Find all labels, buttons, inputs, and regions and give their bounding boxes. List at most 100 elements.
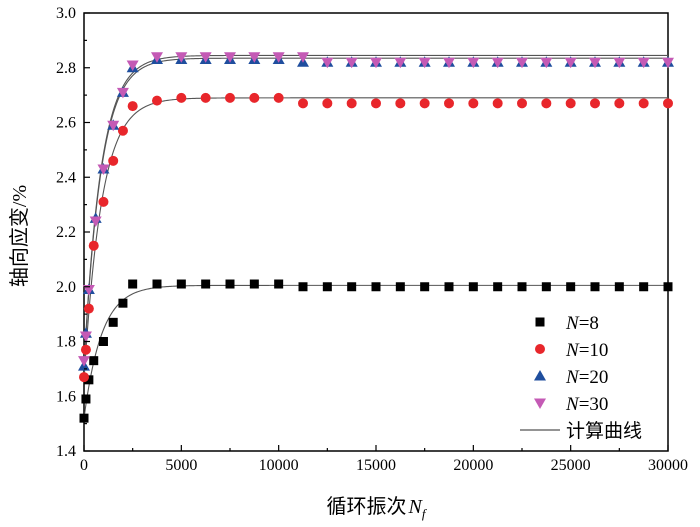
data-point-triangle-down xyxy=(78,356,90,367)
data-point-circle xyxy=(468,98,479,109)
data-point-circle xyxy=(419,98,430,109)
data-point-circle xyxy=(83,303,94,314)
y-axis: 1.4 1.6 1.8 2.0 2.2 2.4 2.6 2.8 3.0 xyxy=(56,5,90,460)
data-point-square xyxy=(468,282,478,292)
data-point-circle xyxy=(517,98,527,109)
data-point-triangle-down xyxy=(345,57,358,69)
data-point-triangle-down xyxy=(297,52,309,63)
x-axis: 0 5000 10000 15000 20000 25000 30000 xyxy=(80,445,688,474)
data-point-circle xyxy=(273,92,284,103)
data-point-square xyxy=(566,282,576,292)
data-point-circle xyxy=(663,98,673,109)
data-point-triangle-down xyxy=(540,57,553,69)
x-tick-label: 15000 xyxy=(356,457,396,474)
data-point-triangle-down xyxy=(443,57,455,69)
legend-label-variable: N xyxy=(565,313,580,334)
data-point-triangle-down xyxy=(516,57,528,69)
x-axis-title-text: 循环振次 xyxy=(327,495,407,518)
data-point-square xyxy=(614,282,624,292)
data-point-circle xyxy=(152,95,162,106)
legend-label-value: =20 xyxy=(579,367,609,388)
data-point-triangle-down xyxy=(248,52,261,63)
data-point-circle xyxy=(298,98,308,109)
y-tick-label: 1.4 xyxy=(56,443,76,460)
data-point-circle xyxy=(444,98,454,109)
y-tick-label: 3.0 xyxy=(56,5,76,22)
legend-label-value: =10 xyxy=(579,340,609,361)
data-point-circle xyxy=(98,196,109,207)
data-point-square xyxy=(663,282,673,292)
data-point-circle xyxy=(395,98,406,109)
data-point-triangle-down xyxy=(272,52,285,63)
data-point-triangle-down xyxy=(418,57,431,69)
data-point-circle xyxy=(225,92,235,103)
x-tick-label: 20000 xyxy=(453,457,493,474)
x-axis-title-symbol: N xyxy=(408,496,424,518)
data-point-square xyxy=(444,282,454,292)
data-point-square xyxy=(118,298,128,308)
legend-label-variable: N xyxy=(565,367,580,388)
data-point-circle xyxy=(79,372,89,383)
legend-marker-triangle-up xyxy=(534,370,546,381)
data-point-triangle-down xyxy=(97,164,110,176)
data-point-square xyxy=(371,282,381,292)
legend-label: N=30 xyxy=(565,394,608,415)
y-tick-label: 1.6 xyxy=(56,388,76,405)
data-point-square xyxy=(84,375,94,385)
data-point-triangle-down xyxy=(89,216,102,228)
data-point-square xyxy=(152,279,162,289)
data-point-square xyxy=(639,282,649,292)
data-point-square xyxy=(225,279,235,289)
data-point-circle xyxy=(614,98,625,109)
data-point-triangle-down xyxy=(564,57,577,69)
data-point-square xyxy=(128,279,138,289)
data-point-triangle-down xyxy=(224,52,236,63)
data-point-square xyxy=(79,413,89,423)
legend-label-value: =8 xyxy=(579,313,599,334)
data-markers xyxy=(78,52,674,423)
data-point-triangle-down xyxy=(394,57,407,69)
legend-label-value: =30 xyxy=(579,394,609,415)
data-point-triangle-down xyxy=(116,87,129,99)
data-point-square xyxy=(395,282,405,292)
data-point-square xyxy=(274,279,284,289)
data-point-triangle-down xyxy=(589,57,601,69)
x-tick-label: 30000 xyxy=(648,457,688,474)
data-point-circle xyxy=(200,92,211,103)
data-point-circle xyxy=(492,98,503,109)
legend-marker-circle xyxy=(535,344,545,354)
y-tick-label: 2.0 xyxy=(56,279,76,296)
data-point-square xyxy=(517,282,527,292)
data-point-circle xyxy=(346,98,357,109)
legend-fit-label: 计算曲线 xyxy=(566,420,642,442)
data-point-triangle-down xyxy=(175,52,188,63)
data-point-triangle-down xyxy=(662,57,674,69)
data-point-square xyxy=(590,282,600,292)
data-point-triangle-down xyxy=(637,57,650,69)
data-point-circle xyxy=(127,101,138,112)
data-point-triangle-down xyxy=(467,57,480,69)
data-point-square xyxy=(81,394,91,404)
x-tick-label: 10000 xyxy=(259,457,299,474)
data-point-circle xyxy=(638,98,649,109)
data-point-circle xyxy=(176,92,187,103)
data-point-square xyxy=(420,282,430,292)
data-point-triangle-down xyxy=(126,60,139,72)
data-point-square xyxy=(98,337,108,346)
data-point-square xyxy=(176,279,186,289)
data-point-triangle-down xyxy=(107,120,120,132)
data-point-square xyxy=(493,282,503,292)
x-axis-title-subscript: f xyxy=(422,506,428,521)
y-tick-label: 2.4 xyxy=(56,169,76,186)
legend-label: N=8 xyxy=(565,313,599,334)
data-point-triangle-down xyxy=(151,52,163,63)
data-point-triangle-down xyxy=(82,284,95,296)
x-axis-title: 循环振次 Nf xyxy=(327,495,428,521)
data-point-square xyxy=(108,317,118,327)
data-point-square xyxy=(541,282,551,292)
data-point-circle xyxy=(108,155,119,166)
data-point-circle xyxy=(590,98,600,109)
legend-marker-triangle-down xyxy=(534,398,546,409)
